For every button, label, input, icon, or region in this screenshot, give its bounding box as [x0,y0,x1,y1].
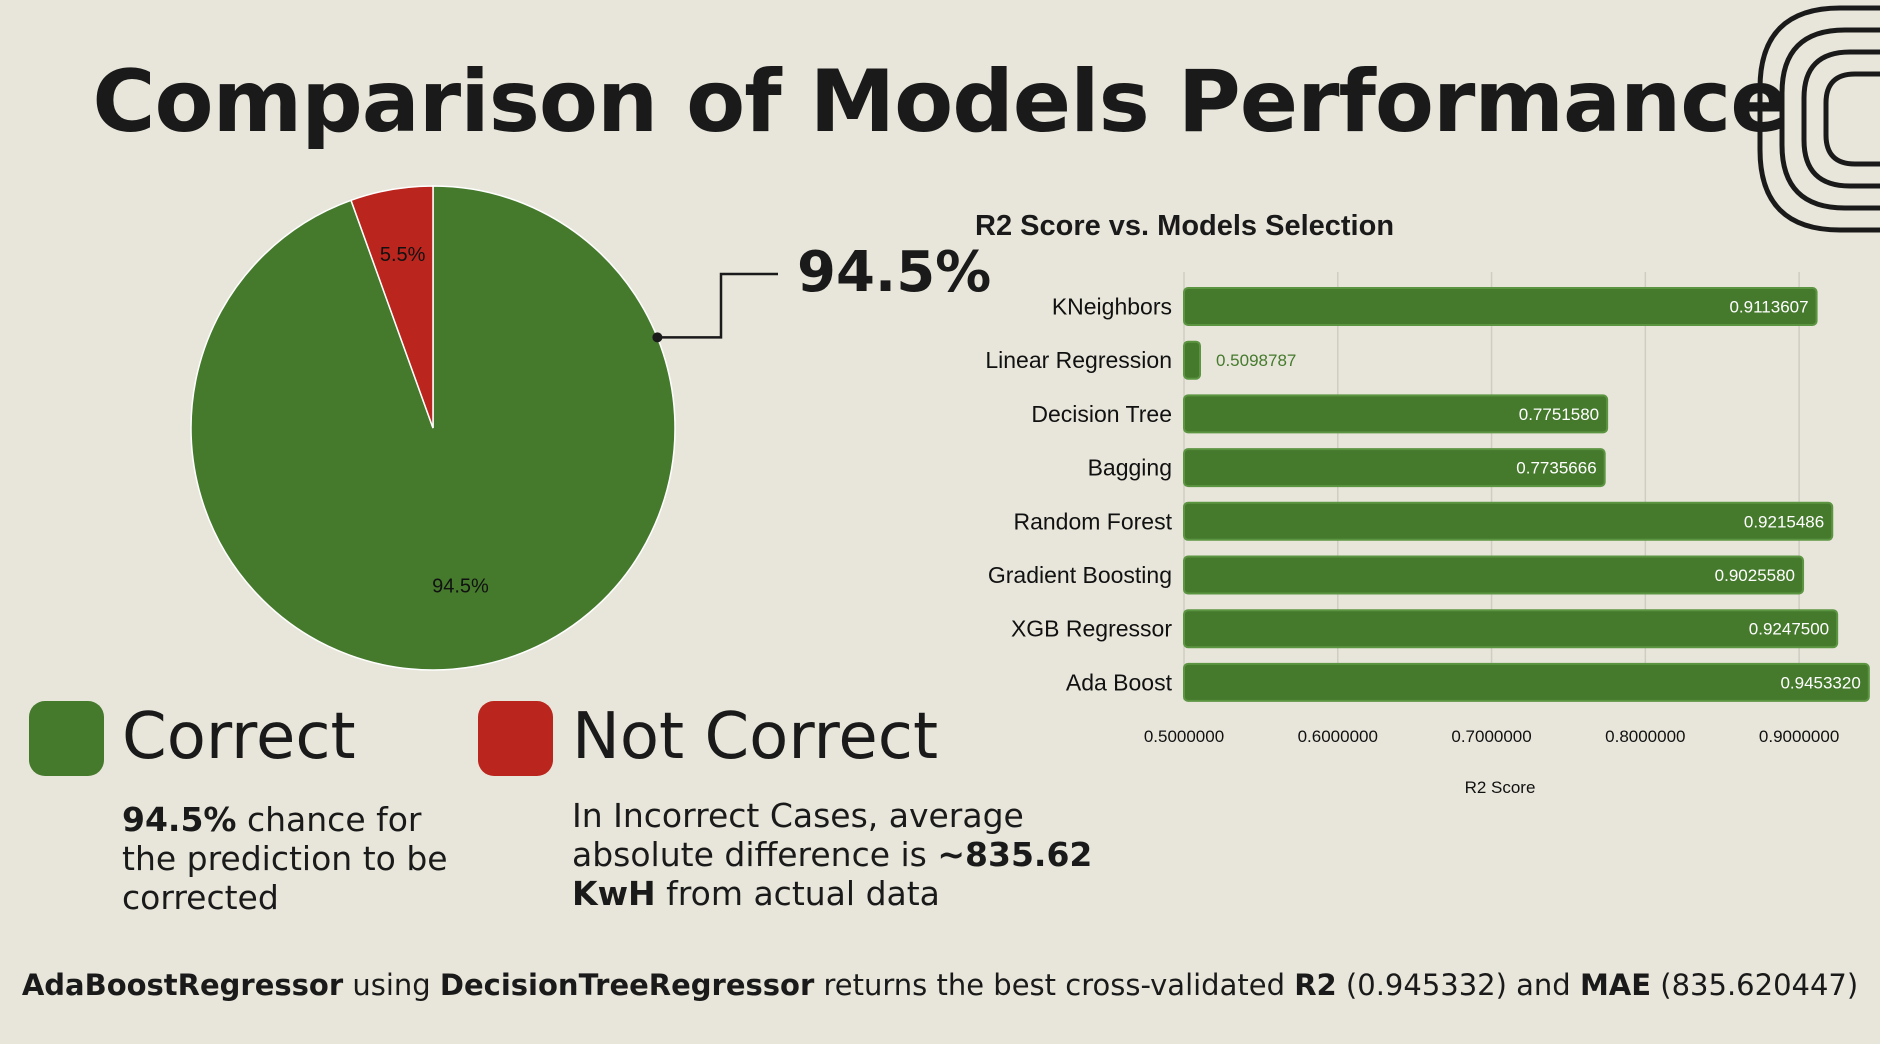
bar-value-label: 0.9453320 [1780,673,1860,692]
y-category-label: Gradient Boosting [988,562,1172,588]
x-tick-label: 0.6000000 [1298,727,1378,746]
bar-value-label: 0.7751580 [1519,405,1599,424]
pie-chart: 94.5% 5.5% [190,185,778,671]
correct-desc-text: chance for the prediction to be correcte… [122,800,448,917]
bar [1183,501,1834,541]
x-axis-label: R2 Score [1465,778,1536,797]
y-category-label: XGB Regressor [1011,616,1172,642]
bar-value-label: 0.9247500 [1749,620,1829,639]
bar [1183,394,1609,434]
footer-bold-4: MAE [1579,968,1652,1002]
bar-value-label: 0.9215486 [1744,512,1824,531]
x-tick-label: 0.5000000 [1144,727,1224,746]
bar [1183,340,1201,380]
correct-swatch [29,701,104,776]
bar [1183,662,1870,702]
not-correct-desc-bold: ~835.62 KwH [572,835,1093,913]
bar-value-label: 0.9025580 [1715,566,1795,585]
x-tick-label: 0.7000000 [1451,727,1531,746]
y-category-label: Linear Regression [985,347,1172,373]
footer-text-1: using [343,968,440,1002]
bar-value-label: 0.9113607 [1729,298,1808,317]
footer-summary: AdaBoostRegressor using DecisionTreeRegr… [0,968,1880,1002]
legend-correct-label: Correct [122,700,356,774]
legend-not-correct-label: Not Correct [572,700,939,774]
not-correct-description: In Incorrect Cases, average absolute dif… [572,796,1132,913]
bar [1183,448,1606,488]
footer-text-4: (835.620447) [1651,968,1859,1002]
bar-value-label: 0.5098787 [1216,351,1296,370]
correct-desc-bold: 94.5% [122,800,237,839]
bar [1183,609,1839,649]
y-category-label: Ada Boost [1066,669,1173,695]
pie-slice-not-correct [350,185,434,429]
footer-bold-1: AdaBoostRegressor [21,968,344,1002]
callout-line [657,272,778,339]
pie-data-label: 5.5% [380,244,426,266]
x-tick-label: 0.8000000 [1605,727,1685,746]
footer-text-2: returns the best cross-validated [814,968,1295,1002]
footer-text-3: (0.945332) and [1336,968,1580,1002]
pie-data-label: 94.5% [432,575,489,597]
y-category-label: Decision Tree [1031,401,1172,427]
decorative-arcs-icon [1757,5,1880,233]
bar [1183,555,1805,595]
x-tick-label: 0.9000000 [1759,727,1839,746]
footer-bold-2: DecisionTreeRegressor [439,968,815,1002]
not-correct-desc-post: from actual data [655,874,940,913]
bar [1183,287,1818,326]
y-category-label: Random Forest [1013,508,1172,534]
y-category-label: Bagging [1088,455,1172,481]
correct-description: 94.5% chance for the prediction to be co… [122,800,482,917]
y-category-label: KNeighbors [1052,294,1172,320]
bar-value-label: 0.7735666 [1516,459,1596,478]
footer-bold-3: R2 [1294,968,1337,1002]
bar-chart: 0.5000000 0.6000000 0.7000000 0.8000000 0.90… [985,272,1870,797]
not-correct-desc-pre: In Incorrect Cases, average absolute dif… [572,796,1024,874]
page-title: Comparison of Models Performance [92,52,1788,152]
bar-chart-title: R2 Score vs. Models Selection [975,210,1395,242]
pie-callout-value: 94.5% [797,240,992,305]
not-correct-swatch [478,701,553,776]
